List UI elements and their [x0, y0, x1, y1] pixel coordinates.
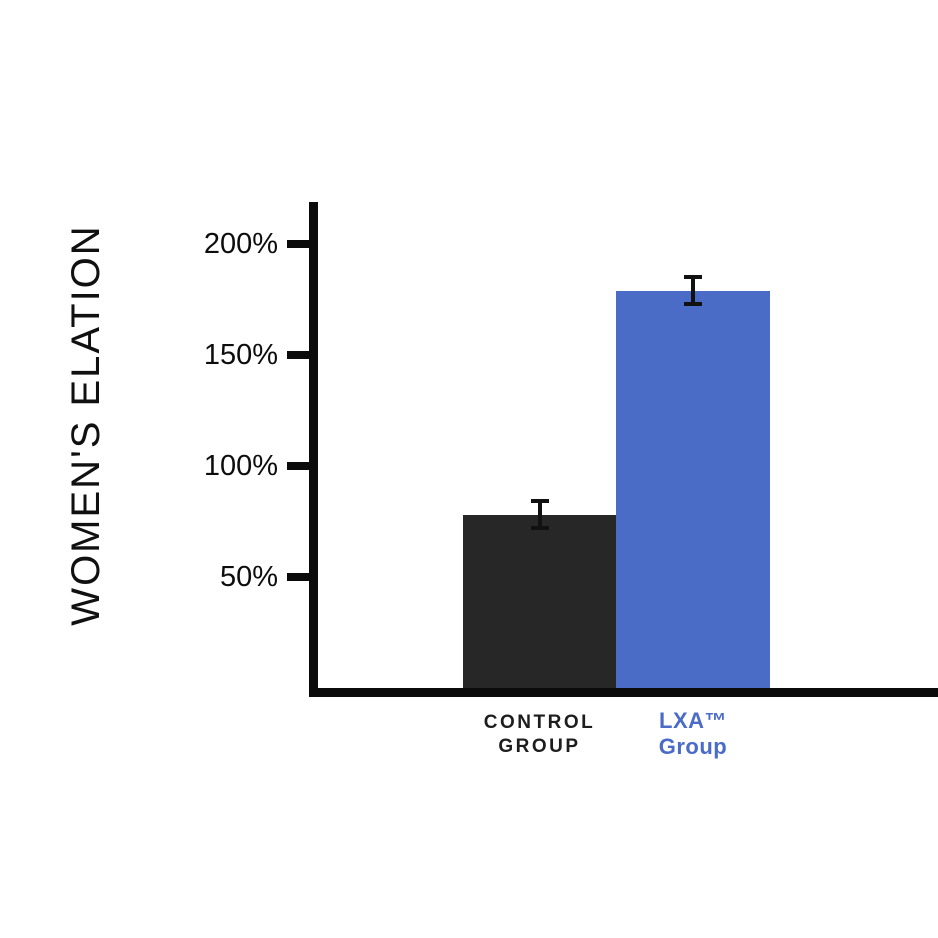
x-label-control-group: CONTROL GROUP [430, 711, 650, 759]
error-bar-lxa-group [684, 275, 702, 307]
error-bar-stem [691, 275, 695, 307]
x-axis-line [309, 688, 938, 697]
error-bar-cap-bottom [530, 526, 549, 531]
y-tick-label-100: 100% [203, 450, 278, 482]
bar-lxa-group [616, 290, 770, 688]
x-label-line: CONTROL [483, 712, 596, 733]
y-tick-mark-150 [287, 351, 309, 359]
x-label-lxa-group: LXA™ Group [583, 708, 803, 760]
x-label-line: LXA™ [659, 708, 727, 733]
y-tick-mark-100 [287, 462, 309, 470]
y-tick-mark-200 [287, 240, 309, 248]
bar-control-group [463, 514, 616, 688]
y-tick-mark-50 [287, 573, 309, 581]
y-axis-line [309, 202, 318, 697]
y-tick-label-50: 50% [219, 561, 278, 593]
error-bar-stem [537, 499, 542, 531]
error-bar-cap-bottom [684, 302, 702, 307]
y-tick-label-200: 200% [203, 228, 278, 260]
y-tick-label-150: 150% [203, 339, 278, 371]
error-bar-control-group [530, 499, 549, 531]
x-label-line: Group [658, 734, 728, 759]
x-label-line: GROUP [498, 736, 581, 757]
